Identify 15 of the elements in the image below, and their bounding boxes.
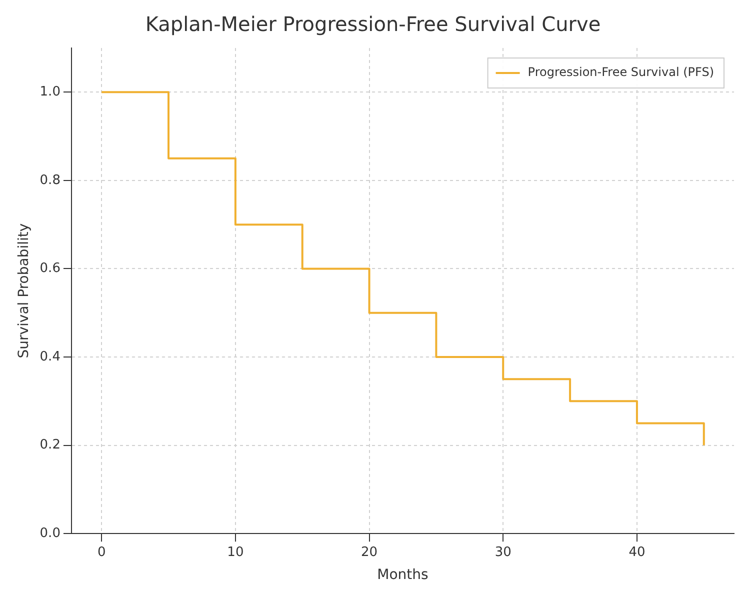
y-tick-label: 0.8 (40, 172, 60, 188)
y-tick-label: 0.2 (40, 438, 60, 453)
x-axis-title: Months (377, 567, 428, 584)
y-tick-label: 1.0 (40, 84, 60, 100)
y-tick-label: 0.0 (40, 526, 60, 541)
y-axis-title: Survival Probability (16, 223, 32, 358)
chart-title: Kaplan-Meier Progression-Free Survival Curve (145, 12, 601, 36)
y-tick-label: 0.4 (40, 349, 60, 364)
x-tick-label: 30 (494, 544, 512, 560)
y-tick-label: 0.6 (40, 261, 60, 276)
x-tick-label: 0 (97, 544, 106, 560)
legend-label: Progression-Free Survival (PFS) (528, 65, 714, 80)
x-tick-label: 10 (227, 544, 244, 560)
x-tick-label: 40 (628, 544, 646, 560)
x-tick-label: 20 (361, 544, 378, 560)
